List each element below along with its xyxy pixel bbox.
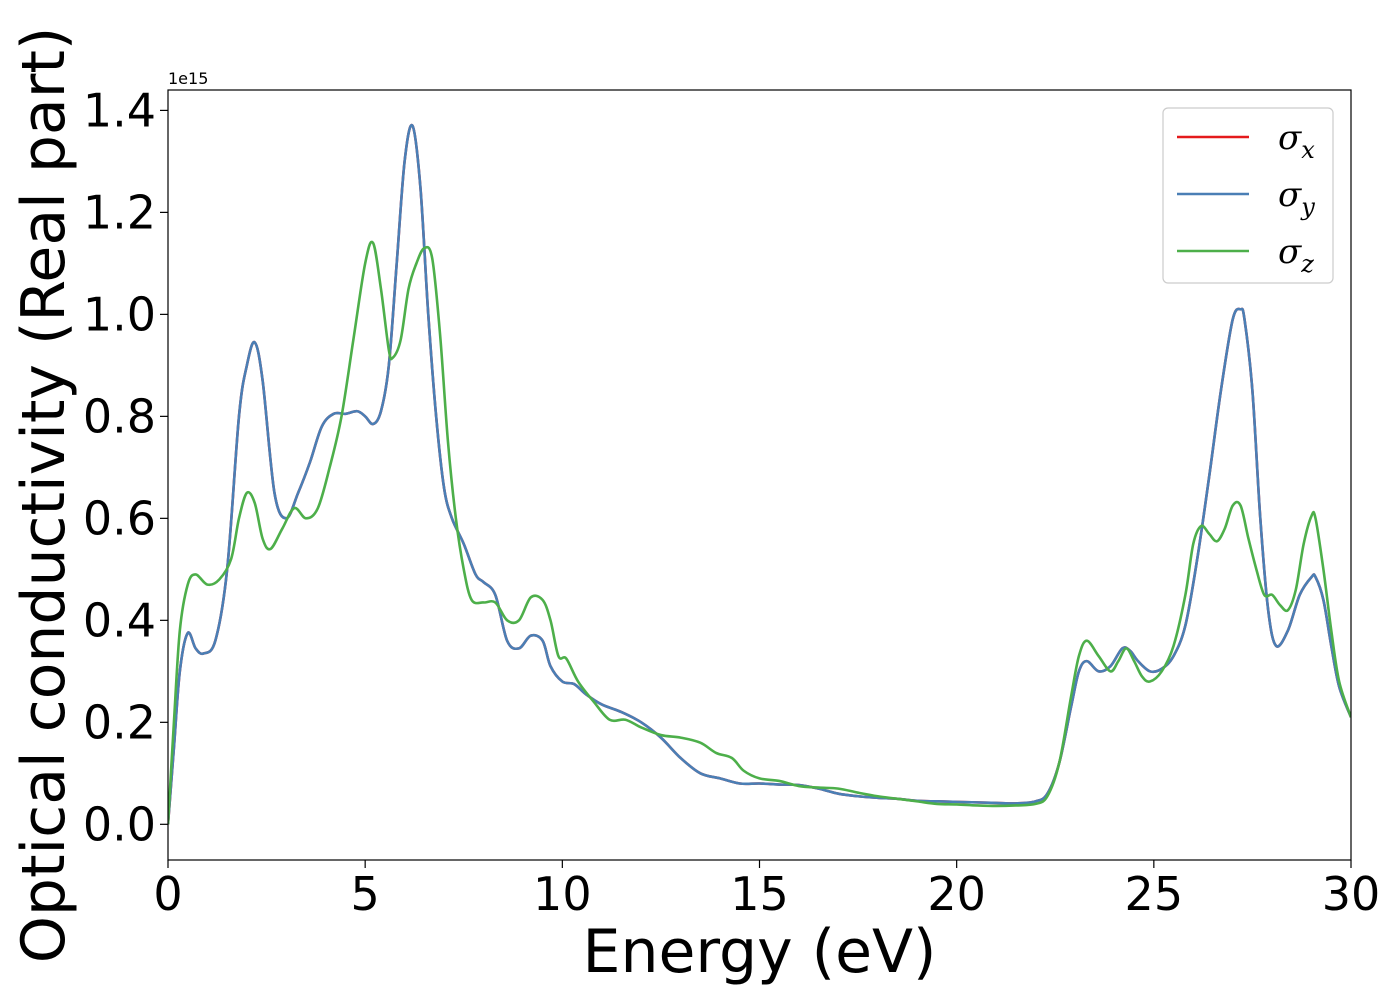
y-tick-label: 0.0 xyxy=(83,797,156,851)
series-line-z xyxy=(168,240,1351,825)
series-line-y xyxy=(168,123,1351,825)
x-tick-label: 5 xyxy=(351,867,380,921)
y-axis: 0.0 0.2 0.4 0.6 0.8 1.0 1.2 1.4 xyxy=(83,83,168,851)
y-tick-label: 0.6 xyxy=(83,491,156,545)
legend-entry-x: σx xyxy=(1278,118,1315,164)
y-tick-label: 0.4 xyxy=(83,593,156,647)
y-tick-label: 1.4 xyxy=(83,83,156,137)
y-tick-label: 1.2 xyxy=(83,185,156,239)
x-tick-label: 20 xyxy=(927,867,986,921)
legend-box xyxy=(1162,107,1334,284)
series-layer xyxy=(168,123,1351,825)
y-axis-label: Optical conductivity (Real part) xyxy=(9,27,79,964)
y-offset-text: 1e15 xyxy=(168,69,208,88)
y-tick-label: 0.8 xyxy=(83,389,156,443)
x-axis-label: Energy (eV) xyxy=(583,917,937,987)
x-tick-label: 15 xyxy=(730,867,789,921)
x-tick-label: 0 xyxy=(153,867,182,921)
legend: σx σy σz xyxy=(1162,107,1334,284)
x-tick-label: 30 xyxy=(1322,867,1381,921)
legend-entry-z: σz xyxy=(1278,232,1314,278)
x-axis: 0 5 10 15 20 25 30 xyxy=(153,860,1380,921)
y-tick-label: 0.2 xyxy=(83,695,156,749)
legend-entry-y: σy xyxy=(1278,175,1315,221)
x-tick-label: 25 xyxy=(1125,867,1184,921)
x-tick-label: 10 xyxy=(533,867,592,921)
y-tick-label: 1.0 xyxy=(83,287,156,341)
